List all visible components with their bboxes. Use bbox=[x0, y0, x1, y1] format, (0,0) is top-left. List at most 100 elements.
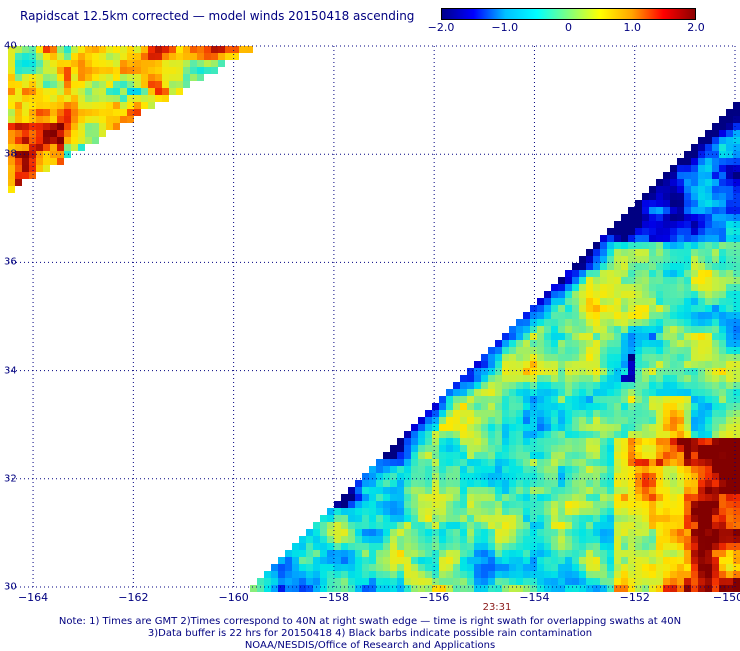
swath-cell bbox=[628, 249, 635, 256]
swath-cell bbox=[446, 515, 453, 522]
swath-cell bbox=[712, 158, 719, 165]
swath-cell bbox=[649, 270, 656, 277]
swath-cell bbox=[642, 228, 649, 235]
swath-cell bbox=[523, 445, 530, 452]
swath-cell bbox=[719, 144, 726, 151]
swath-cell bbox=[663, 466, 670, 473]
swath-cell bbox=[586, 396, 593, 403]
swath-cell bbox=[607, 375, 614, 382]
swath-cell bbox=[593, 319, 600, 326]
swath-cell bbox=[306, 536, 313, 543]
swath-cell bbox=[432, 508, 439, 515]
swath-cell bbox=[29, 60, 36, 67]
swath-cell bbox=[155, 95, 162, 102]
swath-cell bbox=[698, 459, 705, 466]
swath-cell bbox=[719, 557, 726, 564]
swath-cell bbox=[495, 340, 502, 347]
swath-cell bbox=[649, 529, 656, 536]
swath-cell bbox=[544, 347, 551, 354]
swath-cell bbox=[355, 508, 362, 515]
swath-cell bbox=[57, 123, 64, 130]
swath-cell bbox=[733, 578, 740, 585]
swath-cell bbox=[460, 571, 467, 578]
swath-cell bbox=[698, 242, 705, 249]
swath-cell bbox=[397, 501, 404, 508]
swath-cell bbox=[50, 88, 57, 95]
swath-cell bbox=[635, 270, 642, 277]
swath-cell bbox=[621, 480, 628, 487]
swath-cell bbox=[607, 410, 614, 417]
swath-cell bbox=[579, 431, 586, 438]
swath-cell bbox=[43, 53, 50, 60]
swath-cell bbox=[509, 578, 516, 585]
swath-cell bbox=[698, 382, 705, 389]
swath-cell bbox=[712, 186, 719, 193]
swath-cell bbox=[320, 543, 327, 550]
swath-cell bbox=[411, 508, 418, 515]
swath-cell bbox=[453, 564, 460, 571]
swath-cell bbox=[467, 445, 474, 452]
swath-cell bbox=[488, 508, 495, 515]
swath-cell bbox=[57, 95, 64, 102]
swath-cell bbox=[642, 291, 649, 298]
swath-cell bbox=[558, 466, 565, 473]
swath-cell bbox=[698, 151, 705, 158]
swath-cell bbox=[509, 424, 516, 431]
swath-cell bbox=[621, 312, 628, 319]
swath-cell bbox=[656, 571, 663, 578]
colorbar-tick-label: 1.0 bbox=[623, 21, 642, 34]
swath-cell bbox=[649, 361, 656, 368]
swath-cell bbox=[684, 459, 691, 466]
swath-cell bbox=[705, 137, 712, 144]
swath-cell bbox=[726, 543, 733, 550]
swath-cell bbox=[607, 382, 614, 389]
swath-cell bbox=[600, 466, 607, 473]
swath-cell bbox=[176, 88, 183, 95]
swath-cell bbox=[8, 123, 15, 130]
swath-cell bbox=[663, 172, 670, 179]
swath-cell bbox=[474, 389, 481, 396]
swath-cell bbox=[670, 354, 677, 361]
swath-cell bbox=[600, 368, 607, 375]
swath-cell bbox=[621, 291, 628, 298]
swath-cell bbox=[705, 270, 712, 277]
swath-cell bbox=[15, 109, 22, 116]
swath-cell bbox=[684, 382, 691, 389]
swath-cell bbox=[467, 382, 474, 389]
swath-cell bbox=[712, 550, 719, 557]
swath-cell bbox=[544, 410, 551, 417]
swath-cell bbox=[733, 151, 740, 158]
swath-cell bbox=[733, 172, 740, 179]
swath-cell bbox=[705, 571, 712, 578]
swath-cell bbox=[544, 487, 551, 494]
swath-cell bbox=[551, 382, 558, 389]
swath-cell bbox=[677, 326, 684, 333]
swath-cell bbox=[691, 221, 698, 228]
swath-cell bbox=[642, 347, 649, 354]
swath-cell bbox=[677, 375, 684, 382]
swath-cell bbox=[36, 165, 43, 172]
swath-cell bbox=[607, 473, 614, 480]
swath-cell bbox=[677, 424, 684, 431]
swath-cell bbox=[78, 74, 85, 81]
swath-cell bbox=[635, 557, 642, 564]
swath-cell bbox=[92, 137, 99, 144]
swath-cell bbox=[467, 480, 474, 487]
swath-cell bbox=[495, 487, 502, 494]
swath-cell bbox=[22, 137, 29, 144]
swath-cell bbox=[362, 494, 369, 501]
swath-cell bbox=[551, 459, 558, 466]
swath-cell bbox=[481, 557, 488, 564]
swath-cell bbox=[628, 410, 635, 417]
swath-cell bbox=[677, 445, 684, 452]
swath-cell bbox=[439, 578, 446, 585]
swath-cell bbox=[29, 130, 36, 137]
swath-cell bbox=[614, 466, 621, 473]
swath-cell bbox=[649, 186, 656, 193]
swath-cell bbox=[670, 515, 677, 522]
swath-cell bbox=[712, 123, 719, 130]
swath-cell bbox=[698, 270, 705, 277]
swath-cell bbox=[113, 109, 120, 116]
swath-cell bbox=[635, 291, 642, 298]
swath-cell bbox=[446, 494, 453, 501]
